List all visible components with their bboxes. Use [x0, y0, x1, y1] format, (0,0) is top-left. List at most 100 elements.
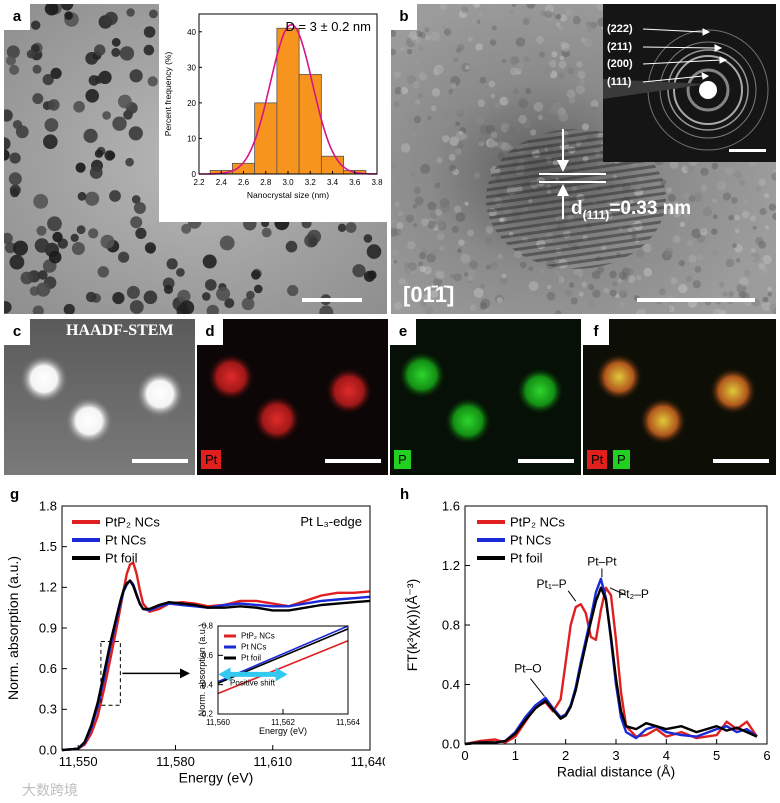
hrtem-grain [755, 185, 762, 193]
hrtem-grain [719, 282, 725, 288]
nanocrystal-particle [4, 137, 11, 151]
nanocrystal-particle [109, 190, 121, 202]
histogram-x-tick-label: 2.4 [216, 178, 228, 187]
hrtem-grain [560, 41, 567, 48]
hrtem-grain [769, 303, 776, 311]
y-tick-label: 0.4 [442, 677, 460, 692]
hrtem-grain [712, 198, 717, 204]
particle-1 [20, 355, 68, 403]
inset-x-label: Energy (eV) [259, 726, 307, 736]
hrtem-grain [767, 291, 773, 297]
hrtem-grain [564, 289, 573, 297]
nanocrystal-particle [147, 76, 158, 87]
hrtem-grain [408, 30, 418, 41]
hrtem-grain [762, 296, 769, 303]
hrtem-grain [497, 253, 503, 259]
hrtem-grain [667, 203, 673, 210]
hrtem-grain [391, 219, 396, 224]
hrtem-grain [519, 261, 527, 269]
hrtem-grain [494, 102, 501, 109]
nanocrystal-particle [206, 304, 219, 314]
nanocrystal-particle [44, 4, 59, 16]
hrtem-grain [538, 51, 546, 58]
hrtem-grain [427, 220, 437, 229]
hrtem-grain [479, 302, 488, 310]
panel-a-label: a [4, 4, 30, 30]
hrtem-grain [471, 17, 479, 26]
legend-entry: PtP₂ NCs [510, 514, 565, 529]
hrtem-grain [582, 123, 589, 131]
hrtem-grain [728, 214, 734, 221]
panel-c-label: c [4, 319, 30, 345]
nanocrystal-particle [75, 162, 86, 173]
hrtem-grain [403, 281, 409, 287]
hrtem-grain [449, 273, 456, 280]
nanocrystal-particle [126, 8, 135, 17]
hrtem-grain [448, 153, 456, 161]
hrtem-grain [418, 46, 424, 51]
nanocrystal-particle [246, 290, 255, 300]
legend-entry: Pt foil [510, 550, 543, 565]
nanocrystal-particle [166, 258, 178, 270]
hrtem-grain [587, 283, 595, 291]
hrtem-grain [712, 308, 723, 314]
y-tick-label: 0.8 [442, 617, 460, 632]
inset-plot-area [218, 626, 348, 714]
hrtem-grain [559, 55, 564, 61]
hrtem-grain [435, 271, 445, 280]
legend-entry: Pt foil [105, 550, 138, 565]
hrtem-grain [464, 272, 469, 277]
histogram-y-tick-label: 40 [187, 28, 196, 37]
hrtem-grain [731, 197, 738, 204]
hrtem-grain [567, 67, 575, 75]
hrtem-grain [489, 39, 497, 46]
hrtem-grain [454, 205, 462, 213]
hrtem-grain [436, 222, 444, 230]
hrtem-grain [700, 184, 708, 192]
hrtem-grain [549, 60, 557, 68]
panel-b-scale-bar [637, 298, 755, 302]
hrtem-grain [480, 283, 485, 289]
panel-e-label: e [390, 319, 416, 345]
hrtem-grain [590, 21, 598, 29]
panel-h-label: h [400, 486, 410, 503]
nanocrystal-particle [181, 223, 192, 234]
nanocrystal-particle [6, 45, 20, 59]
hrtem-grain [410, 131, 417, 138]
hrtem-grain [430, 31, 441, 42]
hrtem-grain [572, 16, 581, 25]
shift-arrowhead [275, 667, 288, 682]
hrtem-grain [750, 215, 756, 222]
hrtem-grain [658, 288, 666, 296]
nanocrystal-particle [85, 291, 97, 303]
hrtem-grain [494, 33, 505, 44]
y-tick-label: 0.0 [39, 742, 57, 757]
hrtem-grain [413, 115, 422, 124]
hrtem-grain [743, 269, 751, 277]
panel-b-hrtem-image: d(111)=0.33 nm [01̄1̄] b (222) (211) (20… [391, 4, 776, 314]
peak-annotation: Pt₁–P [537, 577, 567, 591]
lattice-spacing-label: d(111)=0.33 nm [571, 198, 691, 222]
exafs-chart: 0 1 2 3 4 5 6 0.0 0.4 0.8 1.2 1.6 Radial distance (Å… [404, 498, 771, 779]
nanocrystal-particle [319, 305, 334, 314]
nanocrystal-particle [4, 242, 16, 254]
legend-entry: Pt NCs [241, 643, 266, 652]
hrtem-grain [627, 275, 636, 284]
histogram-bar [254, 102, 278, 175]
hrtem-grain [396, 222, 404, 230]
hrtem-grain [470, 134, 480, 144]
hrtem-grain [400, 86, 409, 95]
hrtem-grain [711, 228, 718, 235]
nanocrystal-particle [4, 109, 13, 122]
nanocrystal-particle [104, 150, 115, 161]
hrtem-grain [558, 26, 564, 32]
hrtem-grain [741, 210, 750, 219]
nanocrystal-particle [20, 271, 34, 285]
panel-d-pt-map: d Pt [197, 319, 388, 475]
nanocrystal-particle [4, 149, 10, 161]
hrtem-grain [739, 276, 749, 287]
series-line [61, 579, 371, 752]
hrtem-grain [712, 214, 718, 220]
x-tick-label: 3 [612, 748, 619, 763]
peak-annotation: Pt₂–P [618, 587, 649, 601]
